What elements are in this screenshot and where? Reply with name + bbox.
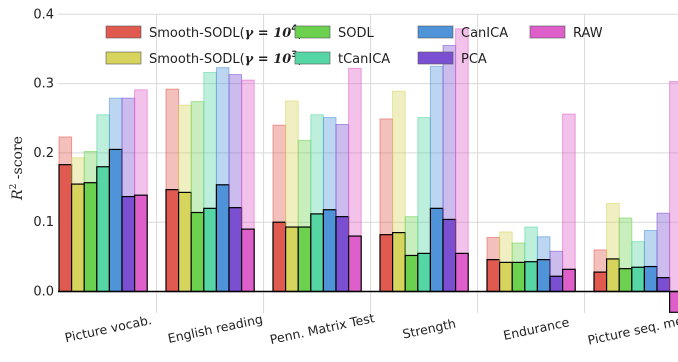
legend-label: RAW bbox=[573, 26, 603, 41]
test-bar bbox=[524, 261, 538, 293]
test-bar bbox=[228, 207, 243, 293]
test-bar bbox=[455, 252, 469, 293]
test-bar bbox=[536, 259, 551, 293]
x-tick-label: Penn. Matrix Test bbox=[269, 310, 376, 347]
x-tick-label: Strength bbox=[401, 316, 457, 342]
y-tick-label: 0.1 bbox=[33, 215, 54, 230]
test-bar bbox=[643, 265, 658, 293]
y-axis-label: R2 -score bbox=[9, 136, 26, 201]
test-bar bbox=[190, 211, 205, 293]
test-bar bbox=[442, 218, 457, 293]
test-bar bbox=[618, 268, 633, 293]
x-tick-label: Picture seq. mem. bbox=[586, 310, 678, 348]
test-bar bbox=[486, 259, 501, 293]
y-axis-label-sup: 2 bbox=[9, 184, 19, 190]
test-bar bbox=[561, 268, 576, 293]
train-bar bbox=[669, 81, 678, 293]
y-ticks: 0.0 0.1 0.2 0.3 0.4 bbox=[33, 7, 54, 299]
test-bar bbox=[178, 191, 192, 293]
train-bar bbox=[455, 28, 469, 293]
test-bar bbox=[392, 231, 406, 293]
test-bar bbox=[83, 182, 98, 293]
legend-label: SODL bbox=[338, 26, 374, 41]
bars bbox=[58, 28, 678, 313]
test-bar bbox=[165, 189, 180, 293]
y-tick-label: 0.4 bbox=[33, 7, 54, 22]
test-bar bbox=[58, 164, 73, 293]
test-bar bbox=[272, 221, 287, 293]
train-bar bbox=[562, 113, 576, 293]
x-tick-label: Picture vocab. bbox=[63, 312, 153, 345]
test-bar bbox=[310, 213, 324, 293]
legend-swatch bbox=[294, 51, 331, 65]
legend-swatch bbox=[294, 25, 331, 39]
legend-swatch bbox=[105, 51, 142, 65]
test-bar bbox=[108, 148, 123, 293]
test-bar bbox=[404, 254, 419, 293]
test-bar bbox=[241, 228, 255, 293]
test-bar bbox=[379, 234, 394, 293]
test-bar bbox=[605, 258, 620, 293]
legend-label: CanICA bbox=[461, 26, 508, 41]
test-bar bbox=[215, 184, 230, 293]
legend-swatch bbox=[417, 51, 454, 65]
test-bar bbox=[322, 209, 337, 293]
test-bar bbox=[96, 166, 111, 293]
legend: Smooth-SODL(γ = 104) Smooth-SODL(γ = 103)… bbox=[105, 24, 603, 67]
test-bar bbox=[335, 216, 350, 293]
test-bar bbox=[134, 194, 148, 293]
x-tick-labels: Picture vocab. English reading Penn. Matri… bbox=[63, 310, 678, 348]
test-bar bbox=[417, 252, 431, 293]
test-bar bbox=[668, 290, 678, 313]
x-tick-label: Endurance bbox=[502, 314, 571, 343]
test-bar bbox=[499, 261, 513, 293]
legend-label: Smooth-SODL(γ = 103) bbox=[149, 50, 303, 67]
legend-swatch bbox=[417, 25, 454, 39]
test-bar bbox=[203, 207, 218, 293]
test-bar bbox=[121, 195, 136, 293]
y-tick-label: 0.2 bbox=[33, 146, 54, 161]
test-bar bbox=[297, 226, 312, 293]
y-tick-label: 0.0 bbox=[33, 285, 54, 300]
x-tick-label: English reading bbox=[166, 311, 264, 346]
test-bar bbox=[429, 207, 444, 293]
grid bbox=[58, 13, 678, 313]
legend-label: PCA bbox=[461, 52, 487, 67]
test-bar bbox=[511, 261, 526, 293]
legend-swatch bbox=[529, 25, 566, 39]
test-bar bbox=[593, 271, 608, 293]
test-bar bbox=[631, 266, 645, 293]
test-bar bbox=[285, 226, 299, 293]
test-bar bbox=[348, 235, 362, 293]
legend-label: tCanICA bbox=[338, 52, 390, 67]
y-tick-label: 0.3 bbox=[33, 77, 54, 92]
test-bar bbox=[70, 183, 85, 293]
test-bar bbox=[549, 275, 564, 293]
legend-label: Smooth-SODL(γ = 104) bbox=[149, 24, 303, 41]
test-bar bbox=[656, 277, 671, 293]
legend-swatch bbox=[105, 25, 142, 39]
